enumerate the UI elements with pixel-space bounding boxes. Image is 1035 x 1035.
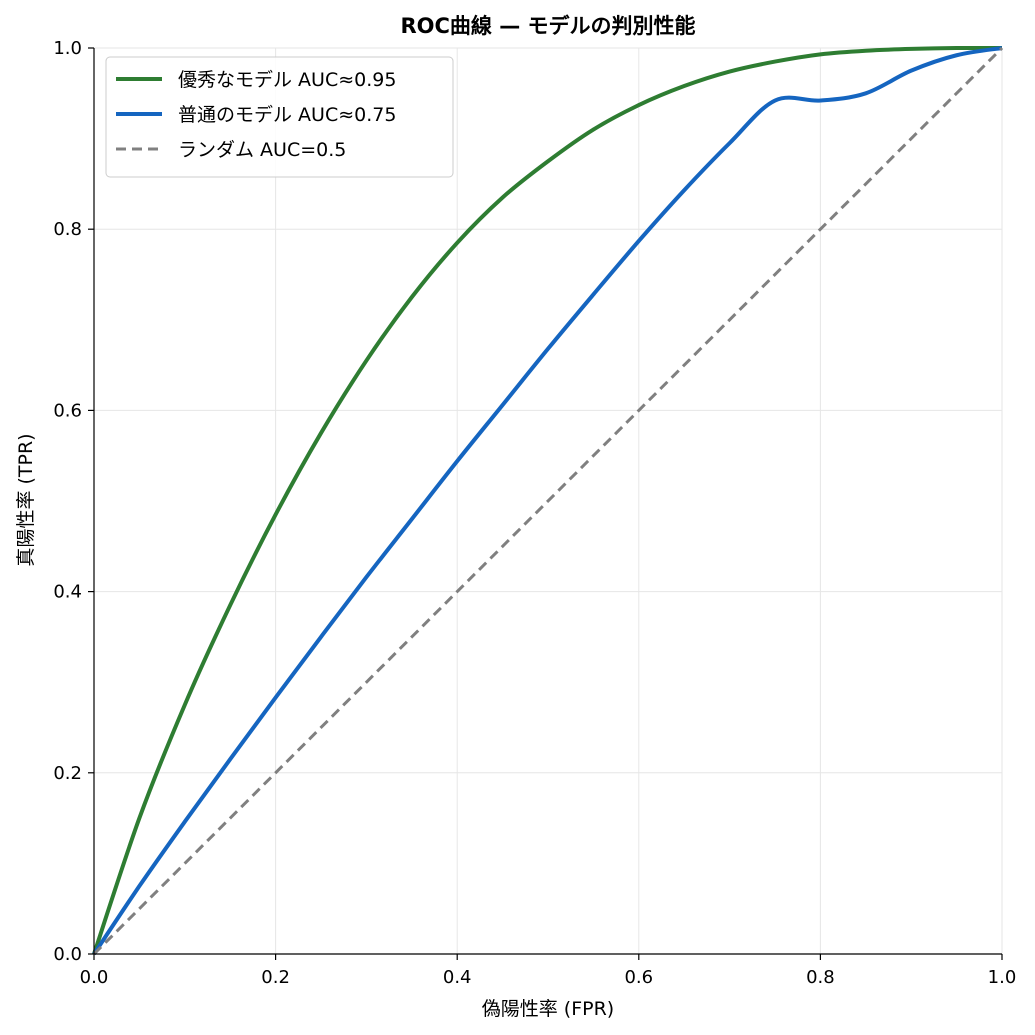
y-tick-label: 0.2 [53, 763, 82, 784]
legend-label-3: ランダム AUC=0.5 [178, 139, 346, 161]
x-tick-label: 0.4 [443, 967, 472, 988]
series-line-3 [92, 46, 1004, 956]
axes: 0.0 0.2 0.4 0.6 0.8 1.0 0.0 0.2 0.4 0.6 0.8 1.0 [53, 38, 1016, 988]
x-tick-label: 0.0 [80, 967, 109, 988]
y-tick-label: 0.0 [53, 944, 82, 965]
y-axis-title: 真陽性率 (TPR) [15, 433, 37, 566]
grid [93, 47, 1003, 955]
chart-title: ROC曲線 — モデルの判別性能 [400, 14, 695, 38]
legend-box [105, 56, 454, 178]
y-tick-label: 0.6 [53, 400, 82, 421]
y-tick-label: 1.0 [53, 38, 82, 59]
series-lines [92, 45, 1004, 956]
x-axis-title: 偽陽性率 (FPR) [482, 998, 614, 1020]
x-tick-label: 0.2 [261, 967, 290, 988]
series-line-2 [92, 46, 1003, 956]
legend: 優秀なモデル AUC≈0.95 普通のモデル AUC≈0.75 ランダム AUC=0… [105, 56, 454, 178]
y-tick-label: 0.8 [53, 219, 82, 240]
y-tick-label: 0.4 [53, 582, 82, 603]
legend-label-2: 普通のモデル AUC≈0.75 [178, 104, 396, 126]
series-line-1 [92, 45, 1003, 955]
legend-label-1: 優秀なモデル AUC≈0.95 [178, 69, 396, 91]
x-tick-label: 0.6 [624, 967, 653, 988]
x-tick-label: 0.8 [806, 967, 835, 988]
x-tick-label: 1.0 [988, 967, 1017, 988]
